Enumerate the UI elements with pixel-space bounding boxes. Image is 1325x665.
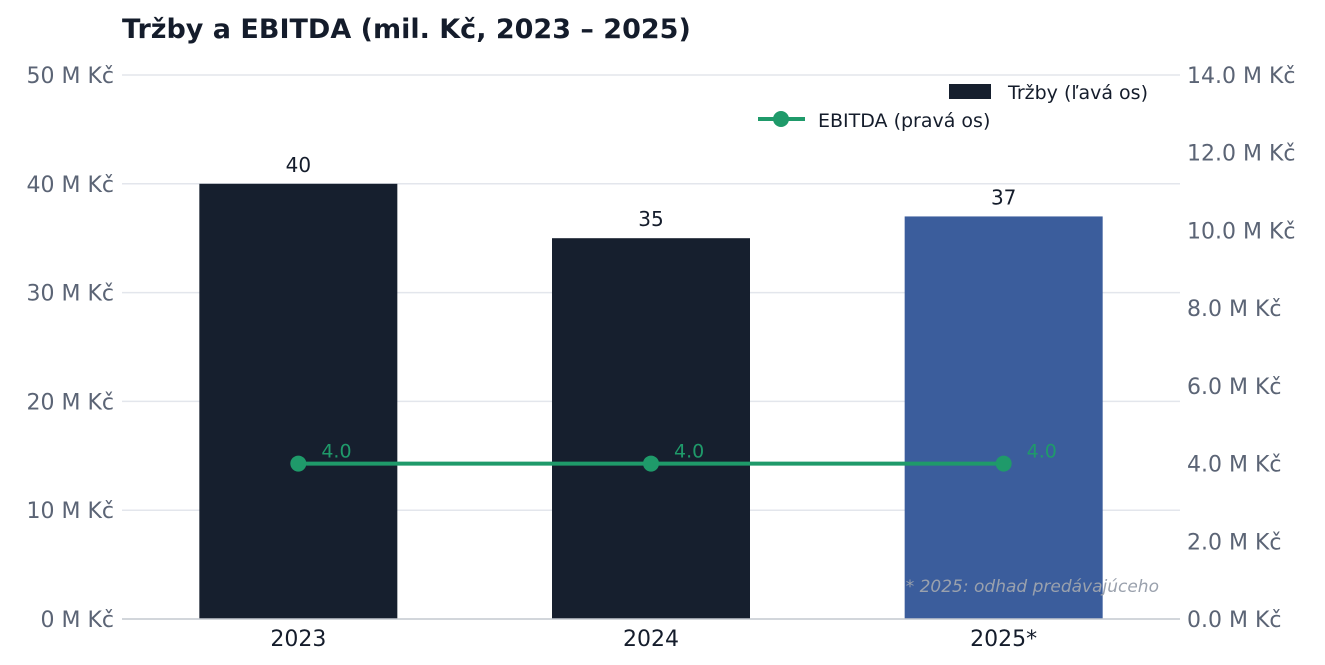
legend-marker-ebitda <box>773 111 789 127</box>
y-left-tick-label: 40 M Kč <box>27 173 114 198</box>
y-left-tick-label: 30 M Kč <box>27 282 114 307</box>
ebitda-value-label: 4.0 <box>674 441 704 463</box>
ebitda-point <box>643 455 659 472</box>
ebitda-point <box>290 455 307 472</box>
x-tick-label: 2025* <box>970 627 1037 652</box>
y-left-tick-label: 0 M Kč <box>41 608 115 633</box>
y-right-tick-label: 12.0 M Kč <box>1187 142 1295 167</box>
y-right-tick-label: 14.0 M Kč <box>1187 64 1295 89</box>
legend-label-ebitda: EBITDA (pravá os) <box>818 110 990 132</box>
y-right-tick-label: 0.0 M Kč <box>1187 608 1281 633</box>
bar-value-label: 37 <box>991 185 1016 209</box>
axes: 0 M Kč 10 M Kč 20 M Kč 30 M Kč 40 M Kč 50 M K… <box>27 64 1296 652</box>
estimate-note: * 2025: odhad predávajúceho <box>906 577 1159 597</box>
y-right-tick-label: 6.0 M Kč <box>1187 375 1281 400</box>
y-right-tick-label: 2.0 M Kč <box>1187 530 1281 555</box>
legend-label-trzby: Tržby (ľavá os) <box>1007 82 1148 104</box>
bar-value-label: 40 <box>286 153 311 177</box>
bar-2023 <box>199 183 398 620</box>
ebitda-value-label: 4.0 <box>1027 441 1057 463</box>
y-left-tick-label: 20 M Kč <box>27 390 114 415</box>
y-left-tick-label: 50 M Kč <box>27 64 114 89</box>
legend: Tržby (ľavá os) EBITDA (pravá os) <box>758 82 1148 132</box>
bar-2025* <box>904 216 1103 619</box>
y-right-tick-label: 8.0 M Kč <box>1187 297 1281 322</box>
y-left-tick-label: 10 M Kč <box>27 499 114 524</box>
bar-value-label: 35 <box>638 207 663 231</box>
y-right-tick-label: 4.0 M Kč <box>1187 453 1281 478</box>
ebitda-value-label: 4.0 <box>321 441 351 463</box>
bar-series: 40 35 37 <box>199 153 1103 620</box>
legend-swatch-trzby <box>949 84 991 99</box>
x-tick-label: 2024 <box>623 627 679 652</box>
chart-title: Tržby a EBITDA (mil. Kč, 2023 – 2025) <box>122 14 691 45</box>
ebitda-point <box>995 455 1012 472</box>
x-tick-label: 2023 <box>270 627 326 652</box>
y-right-tick-label: 10.0 M Kč <box>1187 219 1295 244</box>
line-series: 4.0 4.0 4.0 <box>290 441 1057 472</box>
bar-2024 <box>552 238 750 619</box>
